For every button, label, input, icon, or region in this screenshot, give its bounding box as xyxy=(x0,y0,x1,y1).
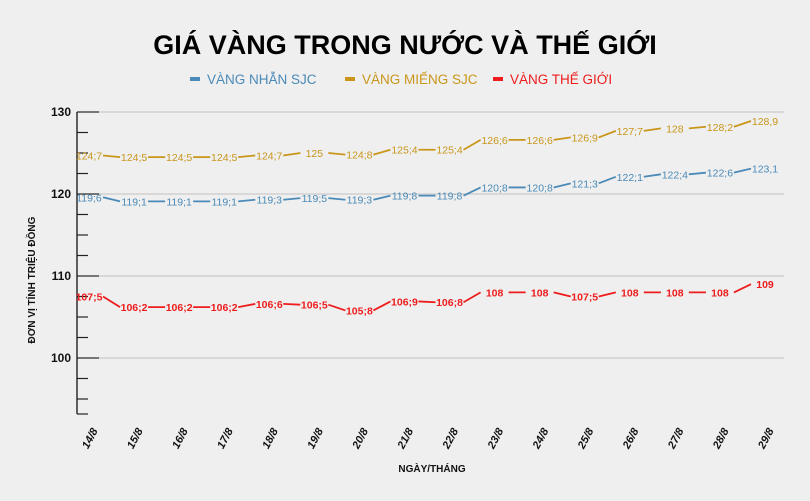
data-label: 108 xyxy=(531,287,549,299)
data-label: 120;8 xyxy=(481,182,507,194)
series-lines: 119;6 119;1 119;1 119;1 119;3 119;5 119;3 119;8… xyxy=(76,116,779,317)
data-label: 128,9 xyxy=(752,116,778,128)
x-axis-ticks: 14/8 15/8 16/8 17/8 18/8 19/8 20/8 21/8 22/8 23/8… xyxy=(80,426,777,452)
legend-label: VÀNG THẾ GIỚI xyxy=(510,72,612,87)
x-tick-label: 28/8 xyxy=(710,426,732,452)
y-tick-label: 130 xyxy=(51,105,71,119)
data-label: 119;5 xyxy=(302,193,328,205)
data-label: 109 xyxy=(756,279,774,291)
data-label: 123,1 xyxy=(752,164,778,176)
x-tick-label: 26/8 xyxy=(620,426,642,452)
y-tick-label: 100 xyxy=(51,351,71,365)
data-label: 107;5 xyxy=(571,292,598,304)
x-tick-label: 15/8 xyxy=(125,426,146,451)
x-tick-label: 24/8 xyxy=(530,426,552,452)
series-1: 124;7 124;5 124;5 124;5 124;7 125 124;8 125;4 12… xyxy=(76,116,778,164)
data-label: 127;7 xyxy=(617,126,643,138)
data-label: 122;6 xyxy=(707,168,733,180)
legend-label: VÀNG NHẪN SJC xyxy=(207,72,317,87)
x-tick-label: 23/8 xyxy=(485,426,507,452)
data-label: 126;6 xyxy=(481,135,507,147)
x-tick-label: 16/8 xyxy=(170,426,191,451)
data-label: 124;5 xyxy=(211,152,237,164)
data-label: 119;3 xyxy=(257,195,283,207)
x-tick-label: 20/8 xyxy=(350,426,372,452)
data-label: 124;7 xyxy=(256,150,282,162)
data-label: 106;6 xyxy=(256,299,283,311)
data-label: 122;4 xyxy=(662,169,688,181)
x-tick-label: 18/8 xyxy=(260,426,281,451)
data-label: 120;8 xyxy=(527,182,553,194)
data-label: 121;3 xyxy=(572,178,598,190)
chart-title: GIÁ VÀNG TRONG NƯỚC VÀ THẾ GIỚI xyxy=(153,29,656,60)
data-label: 126;6 xyxy=(527,135,553,147)
axes: 100 110 120 130 xyxy=(51,105,99,415)
data-label: 122;1 xyxy=(617,172,643,184)
x-tick-label: 27/8 xyxy=(665,426,687,452)
data-label: 124;5 xyxy=(121,152,147,164)
data-label: 108 xyxy=(621,287,639,299)
data-label: 124;7 xyxy=(76,150,102,162)
data-label: 128;2 xyxy=(707,122,733,134)
data-label: 107;5 xyxy=(76,292,103,304)
legend-swatch-icon xyxy=(345,77,355,81)
data-label: 119;1 xyxy=(166,196,192,208)
y-axis-label: ĐƠN VỊ TÍNH TRIỆU ĐỒNG xyxy=(25,216,38,343)
y-tick-label: 120 xyxy=(51,187,71,201)
legend-label: VÀNG MIẾNG SJC xyxy=(362,72,478,87)
data-label: 106;5 xyxy=(301,300,328,312)
data-label: 108 xyxy=(711,287,729,299)
data-label: 105;8 xyxy=(346,305,373,317)
data-label: 108 xyxy=(486,287,504,299)
data-label: 128 xyxy=(666,123,684,135)
x-tick-label: 17/8 xyxy=(215,426,236,451)
x-tick-label: 22/8 xyxy=(440,426,462,452)
data-label: 125 xyxy=(306,148,324,160)
x-tick-label: 29/8 xyxy=(756,426,778,452)
data-label: 126;9 xyxy=(572,132,598,144)
x-tick-label: 19/8 xyxy=(305,426,326,451)
legend-swatch-icon xyxy=(190,77,200,81)
x-tick-label: 25/8 xyxy=(575,426,597,452)
data-label: 119;8 xyxy=(437,191,463,203)
data-label: 125;4 xyxy=(436,145,462,157)
data-label: 106;2 xyxy=(121,302,148,314)
data-label: 119;1 xyxy=(121,196,147,208)
data-label: 124;5 xyxy=(166,152,192,164)
data-label: 119;1 xyxy=(211,196,237,208)
x-axis-label: NGÀY/THÁNG xyxy=(398,462,465,475)
data-label: 106;9 xyxy=(391,296,418,308)
legend: VÀNG NHẪN SJC VÀNG MIẾNG SJC VÀNG THẾ GIỚI xyxy=(190,72,612,87)
data-label: 119;3 xyxy=(347,195,373,207)
legend-item: VÀNG THẾ GIỚI xyxy=(493,72,612,87)
series-0: 119;6 119;1 119;1 119;1 119;3 119;5 119;3 119;8… xyxy=(76,164,778,209)
y-tick-label: 110 xyxy=(52,269,72,283)
data-label: 108 xyxy=(666,287,684,299)
x-tick-label: 21/8 xyxy=(395,426,417,452)
data-label: 106;2 xyxy=(211,302,238,314)
series-2: 107;5 106;2 106;2 106;2 106;6 106;5 105;8 106;9… xyxy=(76,279,774,317)
legend-item: VÀNG MIẾNG SJC xyxy=(345,72,478,87)
data-label: 119;8 xyxy=(392,191,418,203)
data-label: 125;4 xyxy=(391,145,417,157)
legend-swatch-icon xyxy=(493,77,503,81)
data-label: 106;8 xyxy=(436,297,463,309)
legend-item: VÀNG NHẪN SJC xyxy=(190,72,317,87)
data-label: 124;8 xyxy=(346,150,372,162)
data-label: 119;6 xyxy=(76,192,102,204)
gridlines xyxy=(77,111,784,359)
data-label: 106;2 xyxy=(166,302,193,314)
x-tick-label: 14/8 xyxy=(80,426,101,451)
